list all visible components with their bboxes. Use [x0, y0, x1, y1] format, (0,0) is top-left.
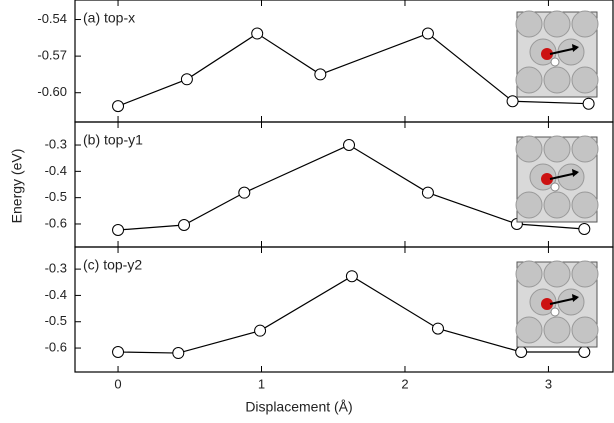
data-point	[345, 270, 358, 283]
y-tick-label: -0.6	[45, 339, 67, 354]
data-point	[254, 324, 267, 337]
data-point	[582, 97, 595, 110]
data-point	[578, 222, 591, 235]
y-tick-label: -0.4	[45, 163, 67, 178]
y-tick-label: -0.5	[45, 189, 67, 204]
x-tick-label: 3	[545, 376, 552, 391]
y-tick-label: -0.60	[37, 84, 67, 99]
data-point	[112, 100, 125, 113]
y-tick-label: -0.5	[45, 313, 67, 328]
series-line	[117, 144, 585, 231]
data-point	[314, 68, 327, 81]
panel-label: (b) top-y1	[83, 132, 143, 148]
data-point	[112, 224, 125, 237]
data-point	[506, 95, 519, 108]
x-tick-label: 2	[401, 376, 408, 391]
data-point	[238, 186, 251, 199]
panel-label: (a) top-x	[83, 10, 135, 26]
data-point	[172, 347, 185, 360]
data-point	[180, 73, 193, 86]
y-tick-label: -0.54	[37, 11, 67, 26]
data-point	[251, 27, 264, 40]
y-tick-label: -0.4	[45, 287, 67, 302]
inset-image	[515, 260, 599, 348]
data-point	[421, 186, 434, 199]
x-axis-label: Displacement (Å)	[245, 399, 352, 415]
data-point	[431, 322, 444, 335]
series-line	[118, 275, 585, 354]
data-point	[343, 139, 356, 152]
inset-image	[515, 135, 599, 223]
y-tick-label: -0.3	[45, 261, 67, 276]
data-point	[112, 346, 125, 358]
x-tick-label: 1	[258, 376, 265, 391]
data-point	[578, 346, 591, 358]
y-tick-label: -0.3	[45, 136, 67, 151]
y-tick-label: -0.6	[45, 215, 67, 230]
data-point	[515, 346, 528, 358]
y-axis-label: Energy (eV)	[9, 149, 25, 224]
data-point	[421, 27, 434, 40]
data-point	[178, 219, 191, 232]
panel-label: (c) top-y2	[83, 257, 142, 273]
y-tick-label: -0.57	[37, 48, 67, 63]
inset-image	[515, 10, 599, 98]
plot-frame	[74, 246, 614, 373]
x-tick-label: 0	[114, 376, 121, 391]
